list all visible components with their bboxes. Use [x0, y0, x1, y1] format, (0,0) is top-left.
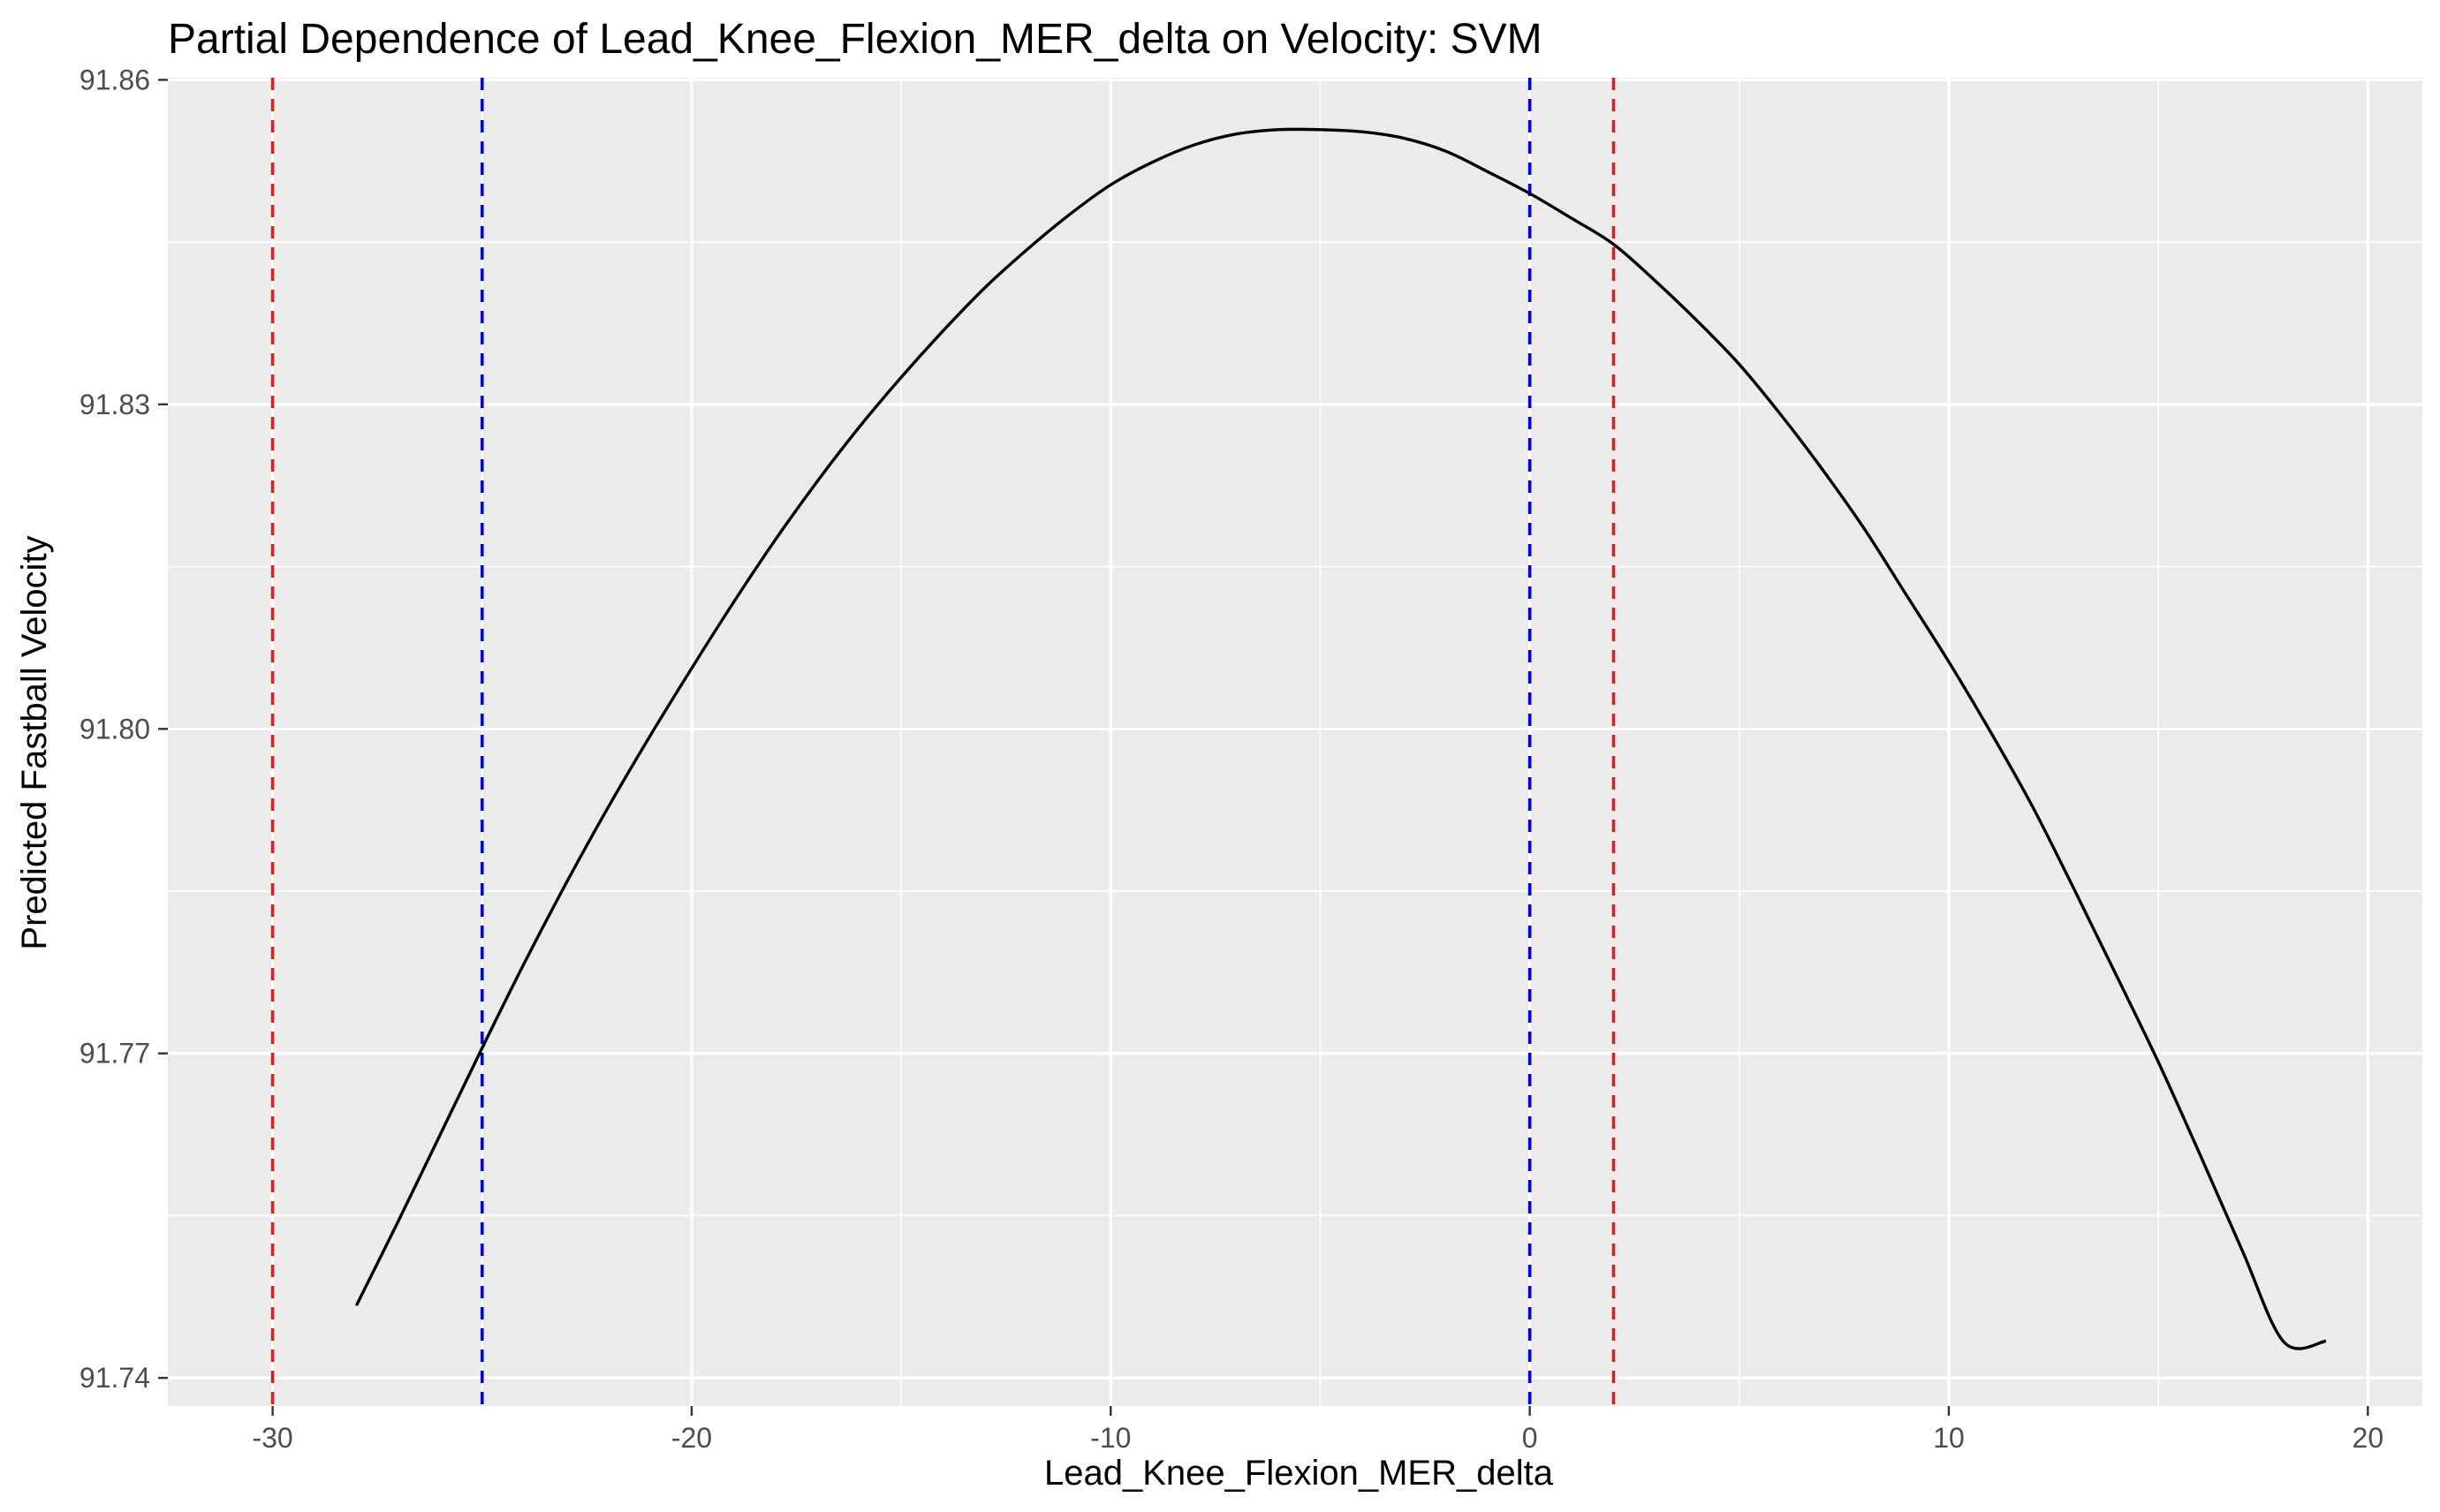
x-tick-label: -30	[252, 1422, 292, 1454]
y-axis: 91.74 91.77 91.80 91.83 91.86	[80, 64, 168, 1394]
x-tick-label: -10	[1090, 1422, 1131, 1454]
series-layer	[354, 127, 2327, 1350]
x-axis: -30 -20 -10 0 10 20	[252, 1406, 2383, 1454]
reference-lines	[270, 78, 1616, 1406]
y-axis-title: Predicted Fastball Velocity	[15, 535, 54, 949]
y-tick-label: 91.74	[80, 1362, 150, 1394]
y-tick-label: 91.83	[80, 389, 150, 420]
y-tick-label: 91.80	[80, 713, 150, 745]
chart-title: Partial Dependence of Lead_Knee_Flexion_…	[168, 16, 1542, 63]
x-tick-label: 20	[2353, 1422, 2384, 1454]
x-tick-label: 0	[1522, 1422, 1538, 1454]
x-tick-label: 10	[1933, 1422, 1965, 1454]
x-tick-label: -20	[671, 1422, 712, 1454]
plot-panel	[168, 78, 2422, 1406]
x-axis-title: Lead_Knee_Flexion_MER_delta	[1044, 1454, 1554, 1493]
series-line	[354, 127, 2327, 1350]
y-tick-label: 91.77	[80, 1038, 150, 1070]
minor-gridlines	[168, 78, 2422, 1406]
y-tick-label: 91.86	[80, 64, 150, 95]
